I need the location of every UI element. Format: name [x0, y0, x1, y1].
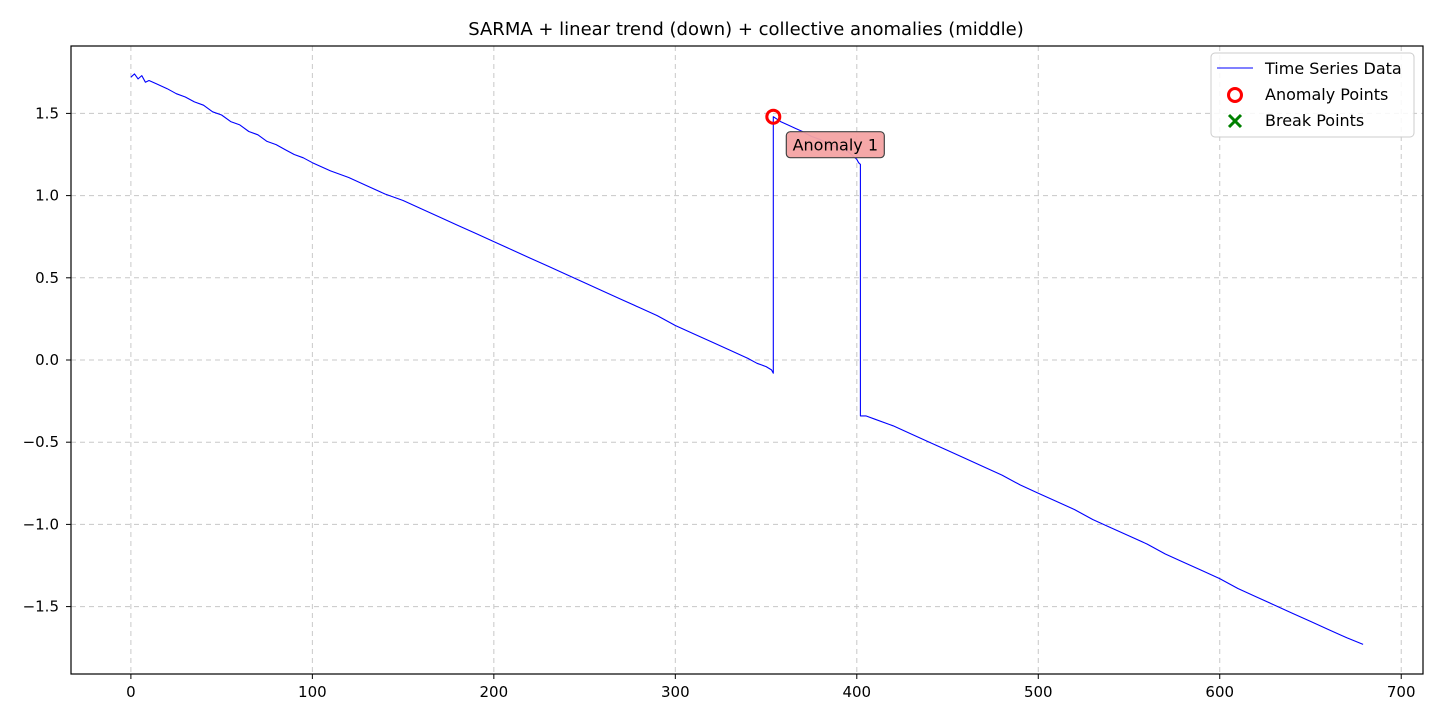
x-tick-label: 600 [1205, 683, 1234, 701]
annotation-box [785, 131, 885, 159]
annotation-label: Anomaly 1 [793, 136, 878, 155]
grid-lines [71, 46, 1423, 674]
legend-box [1210, 52, 1415, 138]
y-tick-label: 0.0 [35, 351, 59, 369]
y-tick-label: 0.5 [35, 269, 59, 287]
x-tick-label: 200 [480, 683, 509, 701]
anomaly-point [765, 108, 782, 125]
x-axis-ticks: 0 100 200 300 400 500 600 700 [126, 674, 1416, 701]
x-tick-label: 700 [1387, 683, 1416, 701]
chart-title: SARMA + linear trend (down) + collective… [468, 19, 1024, 40]
legend-label-anomaly: Anomaly Points [1265, 85, 1388, 104]
series-line-time-series [130, 73, 1364, 645]
legend: Time Series Data Anomaly Points Break Po… [1210, 52, 1415, 138]
y-tick-label: −0.5 [23, 433, 59, 451]
y-tick-label: 1.5 [35, 104, 59, 122]
y-tick-label: −1.0 [23, 515, 59, 533]
legend-label-series: Time Series Data [1264, 59, 1402, 78]
legend-label-break: Break Points [1265, 111, 1364, 130]
x-tick-label: 400 [842, 683, 871, 701]
legend-circle-swatch [1227, 87, 1243, 103]
x-tick-label: 100 [298, 683, 327, 701]
y-axis-ticks: 1.5 1.0 0.5 0.0 −0.5 −1.0 −1.5 [23, 104, 71, 616]
legend-x-swatch [1227, 113, 1243, 129]
annotation-layer: Anomaly 1 [785, 131, 885, 159]
series-layer [130, 73, 1364, 645]
y-tick-label: 1.0 [35, 187, 59, 205]
x-tick-label: 0 [126, 683, 136, 701]
y-tick-label: −1.5 [23, 598, 59, 616]
x-tick-label: 300 [661, 683, 690, 701]
x-tick-label: 500 [1024, 683, 1053, 701]
